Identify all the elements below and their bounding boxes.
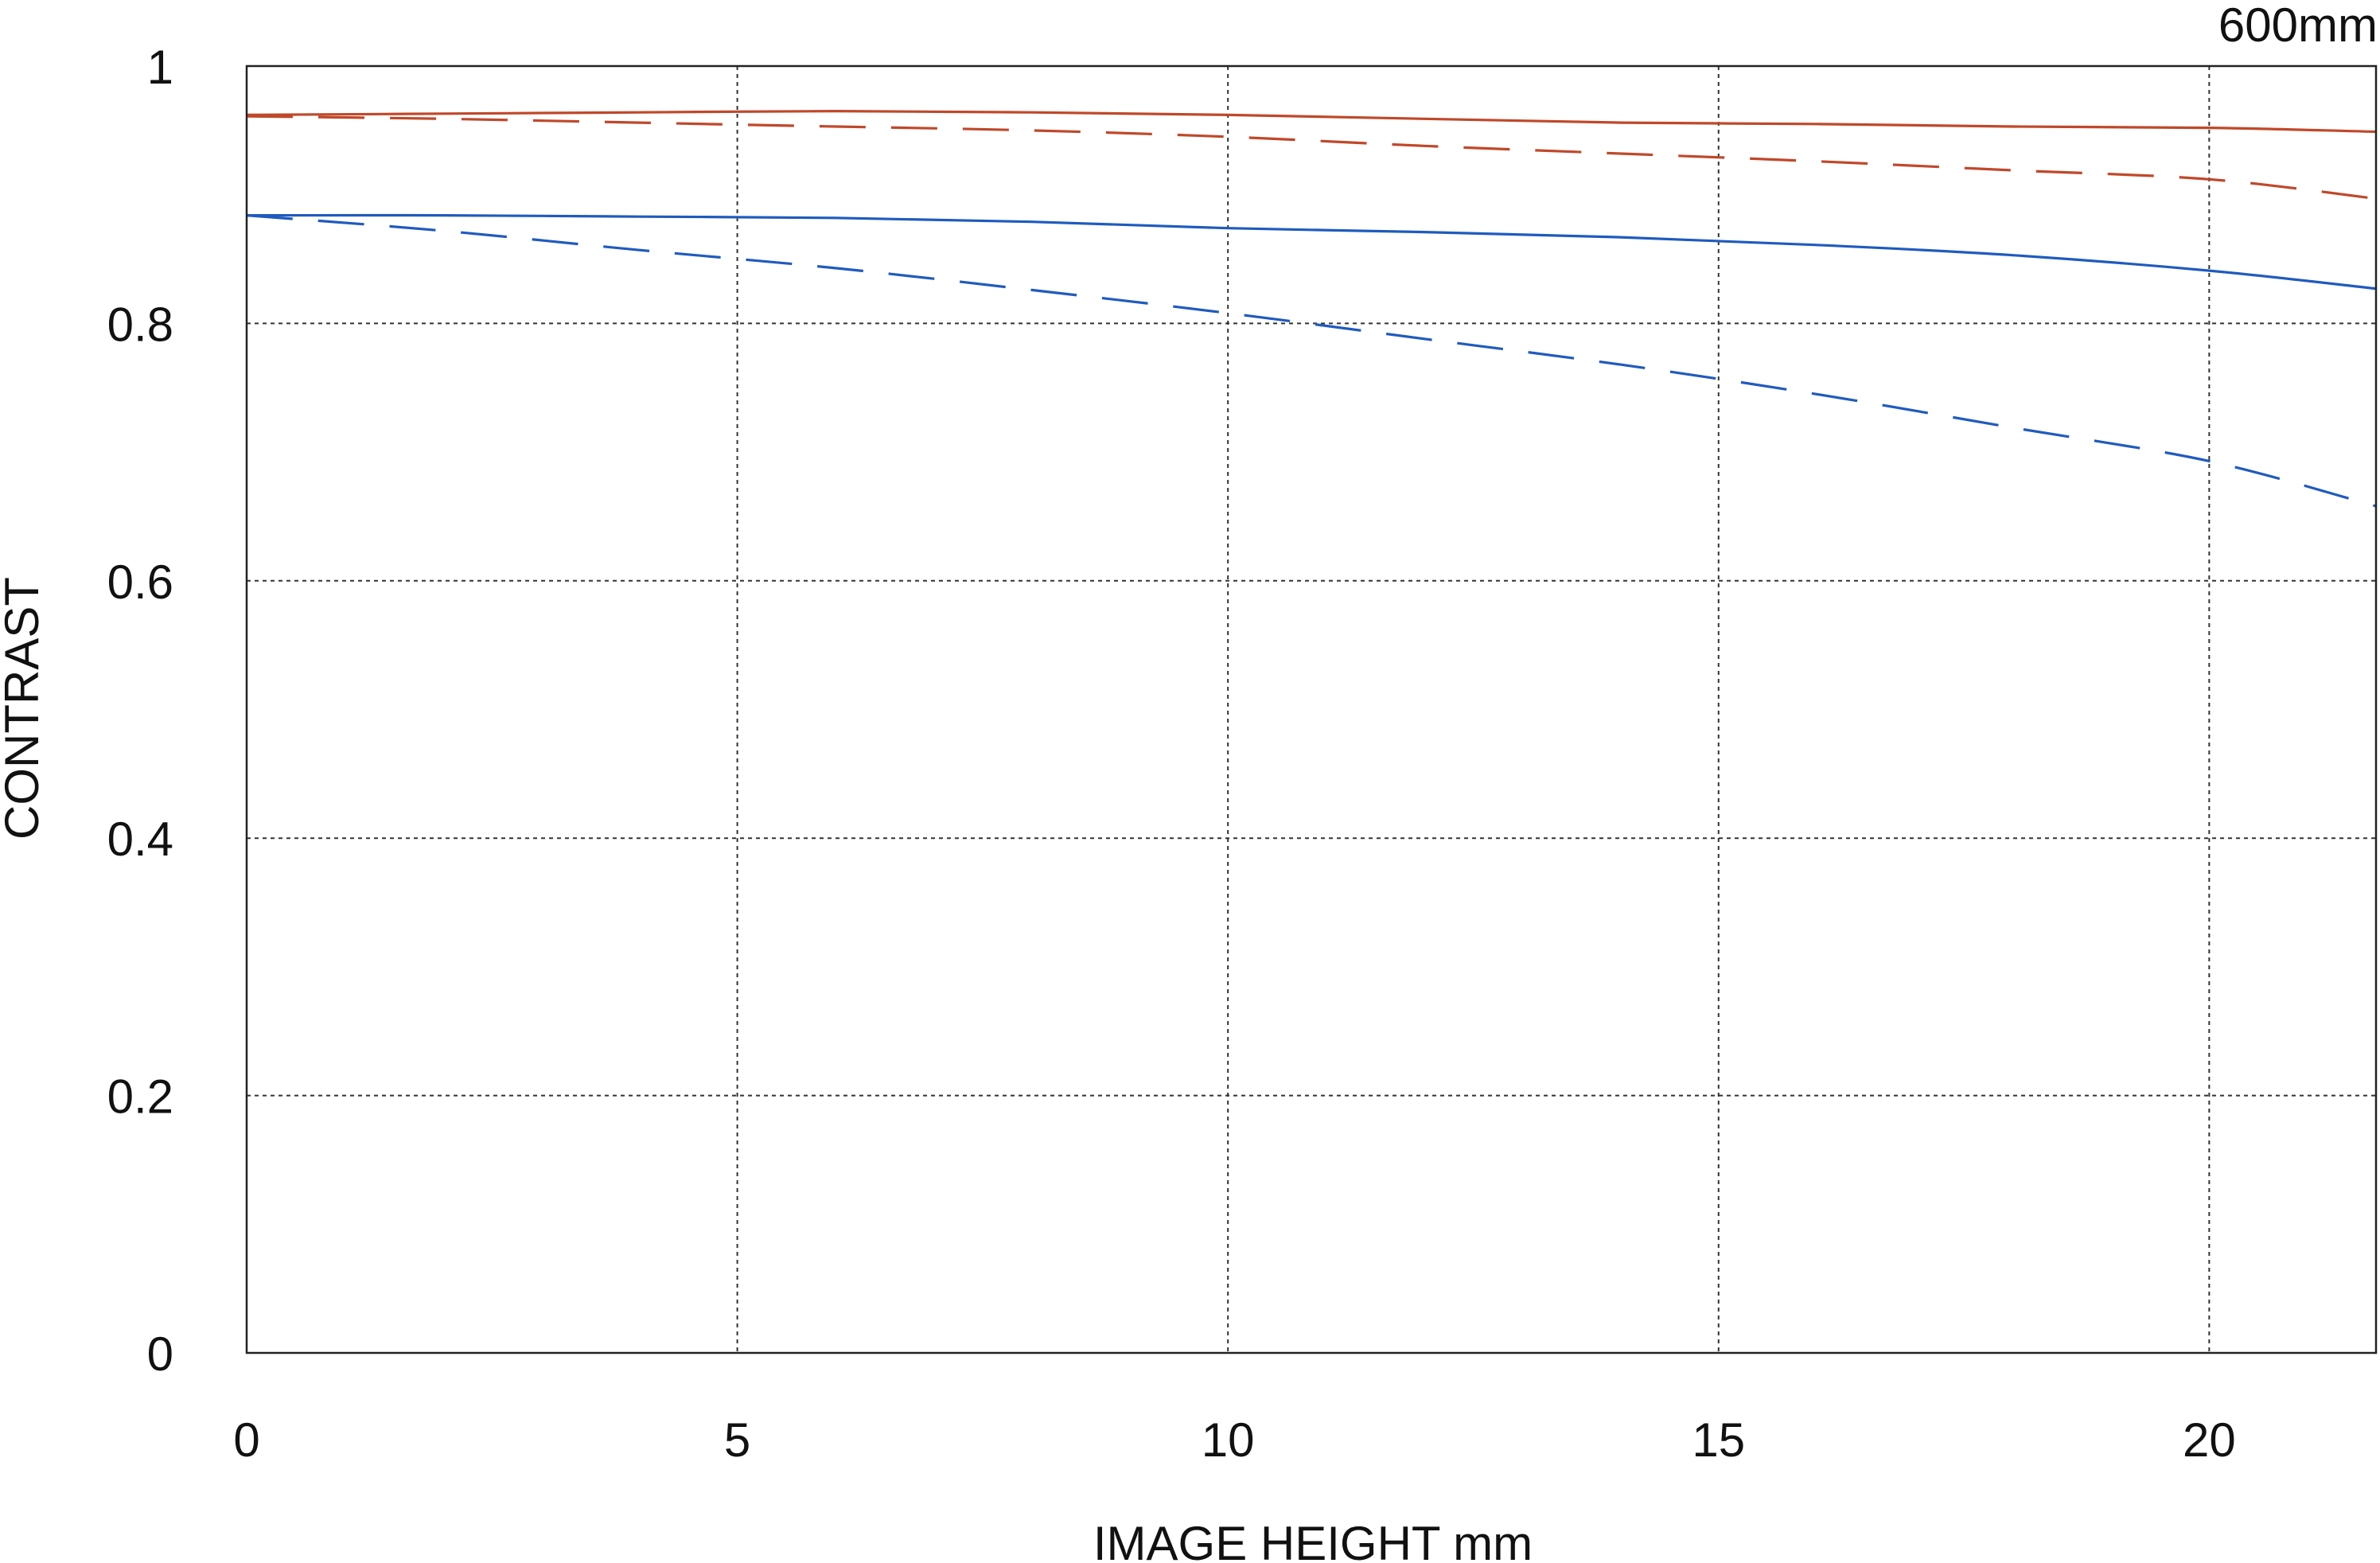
x-tick-label: 5 bbox=[724, 1413, 750, 1467]
x-tick-labels: 0 5 10 15 20 bbox=[233, 1413, 2235, 1467]
series-line-2-dashed bbox=[246, 115, 2377, 201]
series-lines bbox=[246, 109, 2377, 508]
y-axis-title: CONTRAST bbox=[0, 577, 49, 840]
series-line-1-solid bbox=[246, 109, 2377, 134]
grid-lines bbox=[247, 66, 2376, 1353]
corner-label: 600mm bbox=[2218, 0, 2378, 52]
y-tick-label: 0 bbox=[147, 1327, 173, 1381]
x-tick-label: 0 bbox=[233, 1413, 259, 1467]
y-tick-label: 1 bbox=[147, 41, 173, 94]
series-line-3-solid bbox=[246, 213, 2377, 290]
plot-frame bbox=[245, 64, 2378, 1354]
y-tick-label: 0.4 bbox=[107, 813, 173, 866]
y-tick-label: 0.8 bbox=[107, 298, 173, 351]
x-tick-label: 10 bbox=[1202, 1413, 1255, 1467]
y-tick-label: 0.2 bbox=[107, 1070, 173, 1124]
x-axis-title: IMAGE HEIGHT mm bbox=[1093, 1517, 1533, 1563]
x-tick-label: 20 bbox=[2183, 1413, 2236, 1467]
y-tick-labels: 0 0.2 0.4 0.6 0.8 1 bbox=[107, 41, 173, 1381]
series-line-4-dashed bbox=[246, 214, 2377, 508]
y-tick-label: 0.6 bbox=[107, 555, 173, 609]
x-tick-label: 15 bbox=[1692, 1413, 1745, 1467]
